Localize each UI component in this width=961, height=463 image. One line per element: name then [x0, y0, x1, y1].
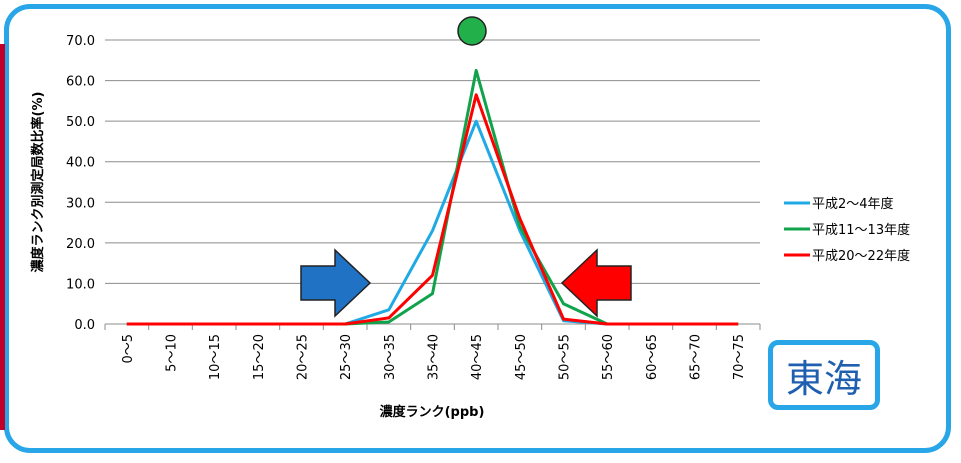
left-accent-bar	[0, 44, 5, 430]
x-tick-label: 70〜75	[732, 334, 747, 380]
x-tick-label: 10〜15	[208, 334, 223, 380]
region-label: 東海	[785, 356, 862, 401]
y-tick-label: 0.0	[74, 318, 95, 333]
y-tick-label: 20.0	[66, 237, 95, 252]
x-tick-label: 15〜20	[252, 334, 267, 380]
x-tick-label: 55〜60	[601, 334, 616, 380]
x-axis-label: 濃度ランク(ppb)	[380, 404, 485, 420]
y-tick-label: 50.0	[66, 115, 95, 130]
x-tick-label: 35〜40	[427, 334, 442, 380]
y-tick-label: 70.0	[66, 34, 95, 49]
y-tick-label: 40.0	[66, 156, 95, 171]
y-tick-label: 60.0	[66, 75, 95, 90]
x-tick-label: 60〜65	[645, 334, 660, 380]
y-tick-label: 10.0	[66, 277, 95, 292]
x-tick-label: 65〜70	[689, 334, 704, 380]
left-pointing-arrow-icon	[560, 248, 632, 318]
x-tick-label: 50〜55	[558, 334, 573, 380]
series-line	[126, 68, 739, 326]
legend-label: 平成2〜4年度	[812, 196, 894, 212]
x-tick-label: 30〜35	[383, 334, 398, 380]
region-label-box: 東海	[768, 340, 880, 410]
series-line	[126, 93, 739, 326]
x-tick-label: 45〜50	[514, 334, 529, 380]
right-pointing-arrow-icon	[300, 248, 372, 318]
x-tick-label: 20〜25	[296, 334, 311, 380]
legend-label: 平成11〜13年度	[812, 222, 910, 238]
x-tick-label: 40〜45	[470, 334, 485, 380]
peak-marker-circle	[457, 16, 487, 46]
y-axis-label: 濃度ランク別測定局数比率(%)	[30, 92, 46, 273]
y-tick-label: 30.0	[66, 196, 95, 211]
x-tick-label: 25〜30	[339, 334, 354, 380]
legend-label: 平成20〜22年度	[812, 248, 910, 264]
x-tick-label: 0〜5	[121, 334, 136, 364]
x-tick-label: 5〜10	[165, 334, 180, 372]
